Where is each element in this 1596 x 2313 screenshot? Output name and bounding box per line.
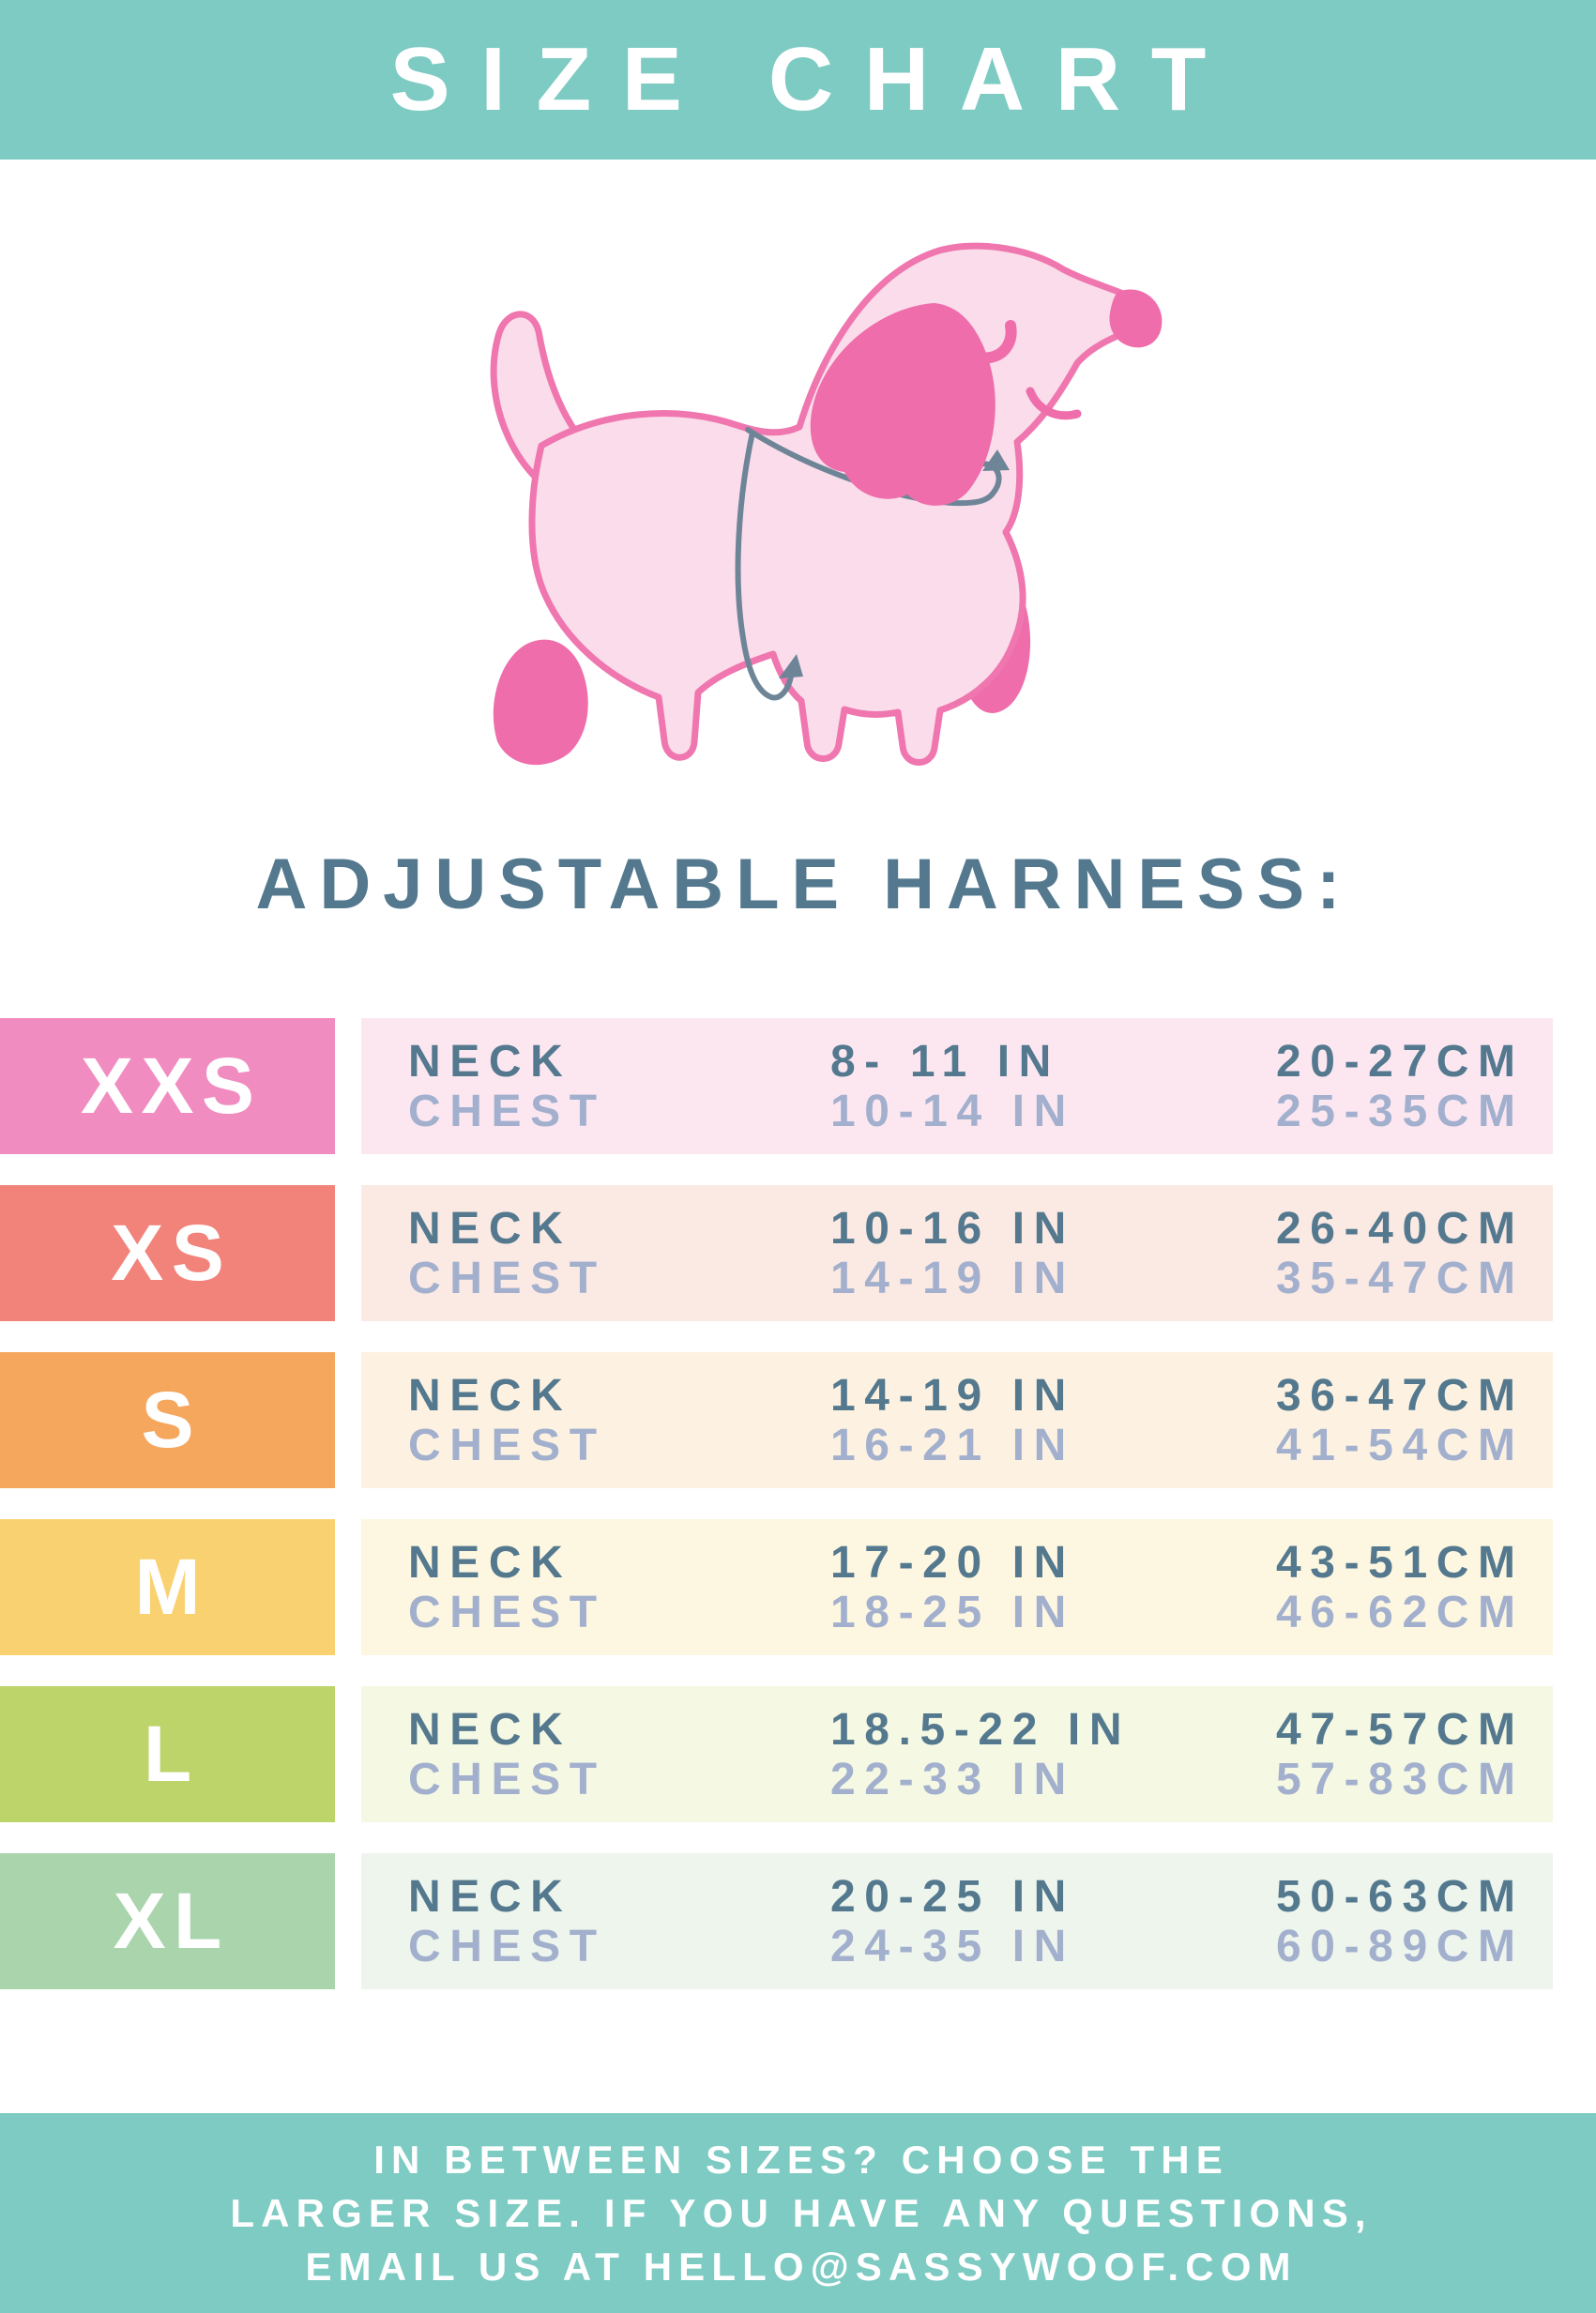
dog-smile [1026,387,1082,420]
table-row-l: L NECK CHEST 18.5-22 IN 22-33 IN 47-57CM… [0,1686,1596,1822]
neck-inches: 18.5-22 IN [830,1705,1132,1755]
size-badge-s: S [0,1352,335,1488]
footer-text-line: LARGER SIZE. IF YOU HAVE ANY QUESTIONS, [230,2191,1373,2235]
chest-cm: 57-83CM [1276,1755,1525,1804]
chest-inches: 14-19 IN [830,1254,1075,1303]
chest-inches: 10-14 IN [830,1087,1075,1136]
measure-labels: NECK CHEST [408,1872,830,1971]
measure-cm: 20-27CM 25-35CM [1276,1037,1553,1136]
measure-cm: 47-57CM 57-83CM [1276,1705,1553,1804]
row-measurements: NECK CHEST 17-20 IN 18-25 IN 43-51CM 46-… [361,1519,1553,1655]
table-row-s: S NECK CHEST 14-19 IN 16-21 IN 36-47CM 4… [0,1352,1596,1488]
section-title: ADJUSTABLE HARNESS: [255,845,1353,924]
chest-inches: 22-33 IN [830,1755,1075,1804]
neck-cm: 50-63CM [1276,1872,1525,1922]
measure-inches: 20-25 IN 24-35 IN [830,1872,1276,1971]
row-measurements: NECK CHEST 18.5-22 IN 22-33 IN 47-57CM 5… [361,1686,1553,1822]
neck-cm: 36-47CM [1276,1371,1525,1421]
chest-measure-arrow-icon [779,654,803,678]
table-row-xs: XS NECK CHEST 10-16 IN 14-19 IN 26-40CM … [0,1185,1596,1321]
table-row-xl: XL NECK CHEST 20-25 IN 24-35 IN 50-63CM … [0,1853,1596,1989]
row-measurements: NECK CHEST 14-19 IN 16-21 IN 36-47CM 41-… [361,1352,1553,1488]
neck-label: NECK [408,1538,572,1588]
size-table: XXS NECK CHEST 8- 11 IN 10-14 IN 20-27CM… [0,1018,1596,2020]
dog-ear [810,303,996,506]
dog-illustration [422,221,1220,802]
table-row-m: M NECK CHEST 17-20 IN 18-25 IN 43-51CM 4… [0,1519,1596,1655]
dog-eye [942,309,1017,364]
neck-cm: 20-27CM [1276,1037,1525,1087]
chest-inches: 18-25 IN [830,1588,1075,1637]
measure-labels: NECK CHEST [408,1538,830,1637]
neck-label: NECK [408,1037,572,1087]
chest-inches: 24-35 IN [830,1922,1075,1971]
footer-text-line: IN BETWEEN SIZES? CHOOSE THE [373,2138,1229,2182]
page-title: SIZE CHART [389,29,1238,129]
neck-inches: 14-19 IN [830,1371,1075,1421]
chest-cm: 25-35CM [1276,1087,1525,1136]
chest-label: CHEST [408,1755,606,1804]
neck-inches: 20-25 IN [830,1872,1075,1922]
neck-inches: 17-20 IN [830,1538,1075,1588]
dog-nose [1109,289,1163,348]
measure-labels: NECK CHEST [408,1037,830,1136]
size-badge-m: M [0,1519,335,1655]
measure-inches: 14-19 IN 16-21 IN [830,1371,1276,1470]
chest-cm: 41-54CM [1276,1421,1525,1470]
measure-labels: NECK CHEST [408,1705,830,1804]
measure-cm: 26-40CM 35-47CM [1276,1204,1553,1303]
dog-far-hind-leg [493,639,588,766]
table-row-xxs: XXS NECK CHEST 8- 11 IN 10-14 IN 20-27CM… [0,1018,1596,1154]
header-banner: SIZE CHART [0,0,1596,160]
measure-inches: 8- 11 IN 10-14 IN [830,1037,1276,1136]
dog-with-measuring-lines-icon [490,242,1163,766]
footer-banner: IN BETWEEN SIZES? CHOOSE THE LARGER SIZE… [0,2113,1596,2313]
measure-labels: NECK CHEST [408,1204,830,1303]
neck-label: NECK [408,1371,572,1421]
neck-label: NECK [408,1872,572,1922]
row-measurements: NECK CHEST 8- 11 IN 10-14 IN 20-27CM 25-… [361,1018,1553,1154]
measure-inches: 17-20 IN 18-25 IN [830,1538,1276,1637]
measure-inches: 18.5-22 IN 22-33 IN [830,1705,1276,1804]
measure-cm: 50-63CM 60-89CM [1276,1872,1553,1971]
neck-measure-arrow-icon [982,449,1010,471]
chest-measure-line [735,430,794,701]
neck-label: NECK [408,1204,572,1254]
chest-label: CHEST [408,1922,606,1971]
chest-inches: 16-21 IN [830,1421,1075,1470]
size-badge-xl: XL [0,1853,335,1989]
chest-label: CHEST [408,1588,606,1637]
size-badge-xxs: XXS [0,1018,335,1154]
measure-inches: 10-16 IN 14-19 IN [830,1204,1276,1303]
neck-cm: 47-57CM [1276,1705,1525,1755]
row-measurements: NECK CHEST 10-16 IN 14-19 IN 26-40CM 35-… [361,1185,1553,1321]
chest-label: CHEST [408,1087,606,1136]
neck-label: NECK [408,1705,572,1755]
chest-cm: 46-62CM [1276,1588,1525,1637]
size-badge-l: L [0,1686,335,1822]
row-measurements: NECK CHEST 20-25 IN 24-35 IN 50-63CM 60-… [361,1853,1553,1989]
measure-labels: NECK CHEST [408,1371,830,1470]
measure-cm: 43-51CM 46-62CM [1276,1538,1553,1637]
neck-cm: 26-40CM [1276,1204,1525,1254]
dog-body [528,242,1148,766]
neck-inches: 8- 11 IN [830,1037,1060,1087]
chest-label: CHEST [408,1421,606,1470]
chest-label: CHEST [408,1254,606,1303]
neck-inches: 10-16 IN [830,1204,1075,1254]
size-badge-xs: XS [0,1185,335,1321]
footer-email-line: EMAIL US AT HELLO@SASSYWOOF.COM [305,2245,1298,2289]
chest-cm: 35-47CM [1276,1254,1525,1303]
chest-cm: 60-89CM [1276,1922,1525,1971]
neck-cm: 43-51CM [1276,1538,1525,1588]
measure-cm: 36-47CM 41-54CM [1276,1371,1553,1470]
